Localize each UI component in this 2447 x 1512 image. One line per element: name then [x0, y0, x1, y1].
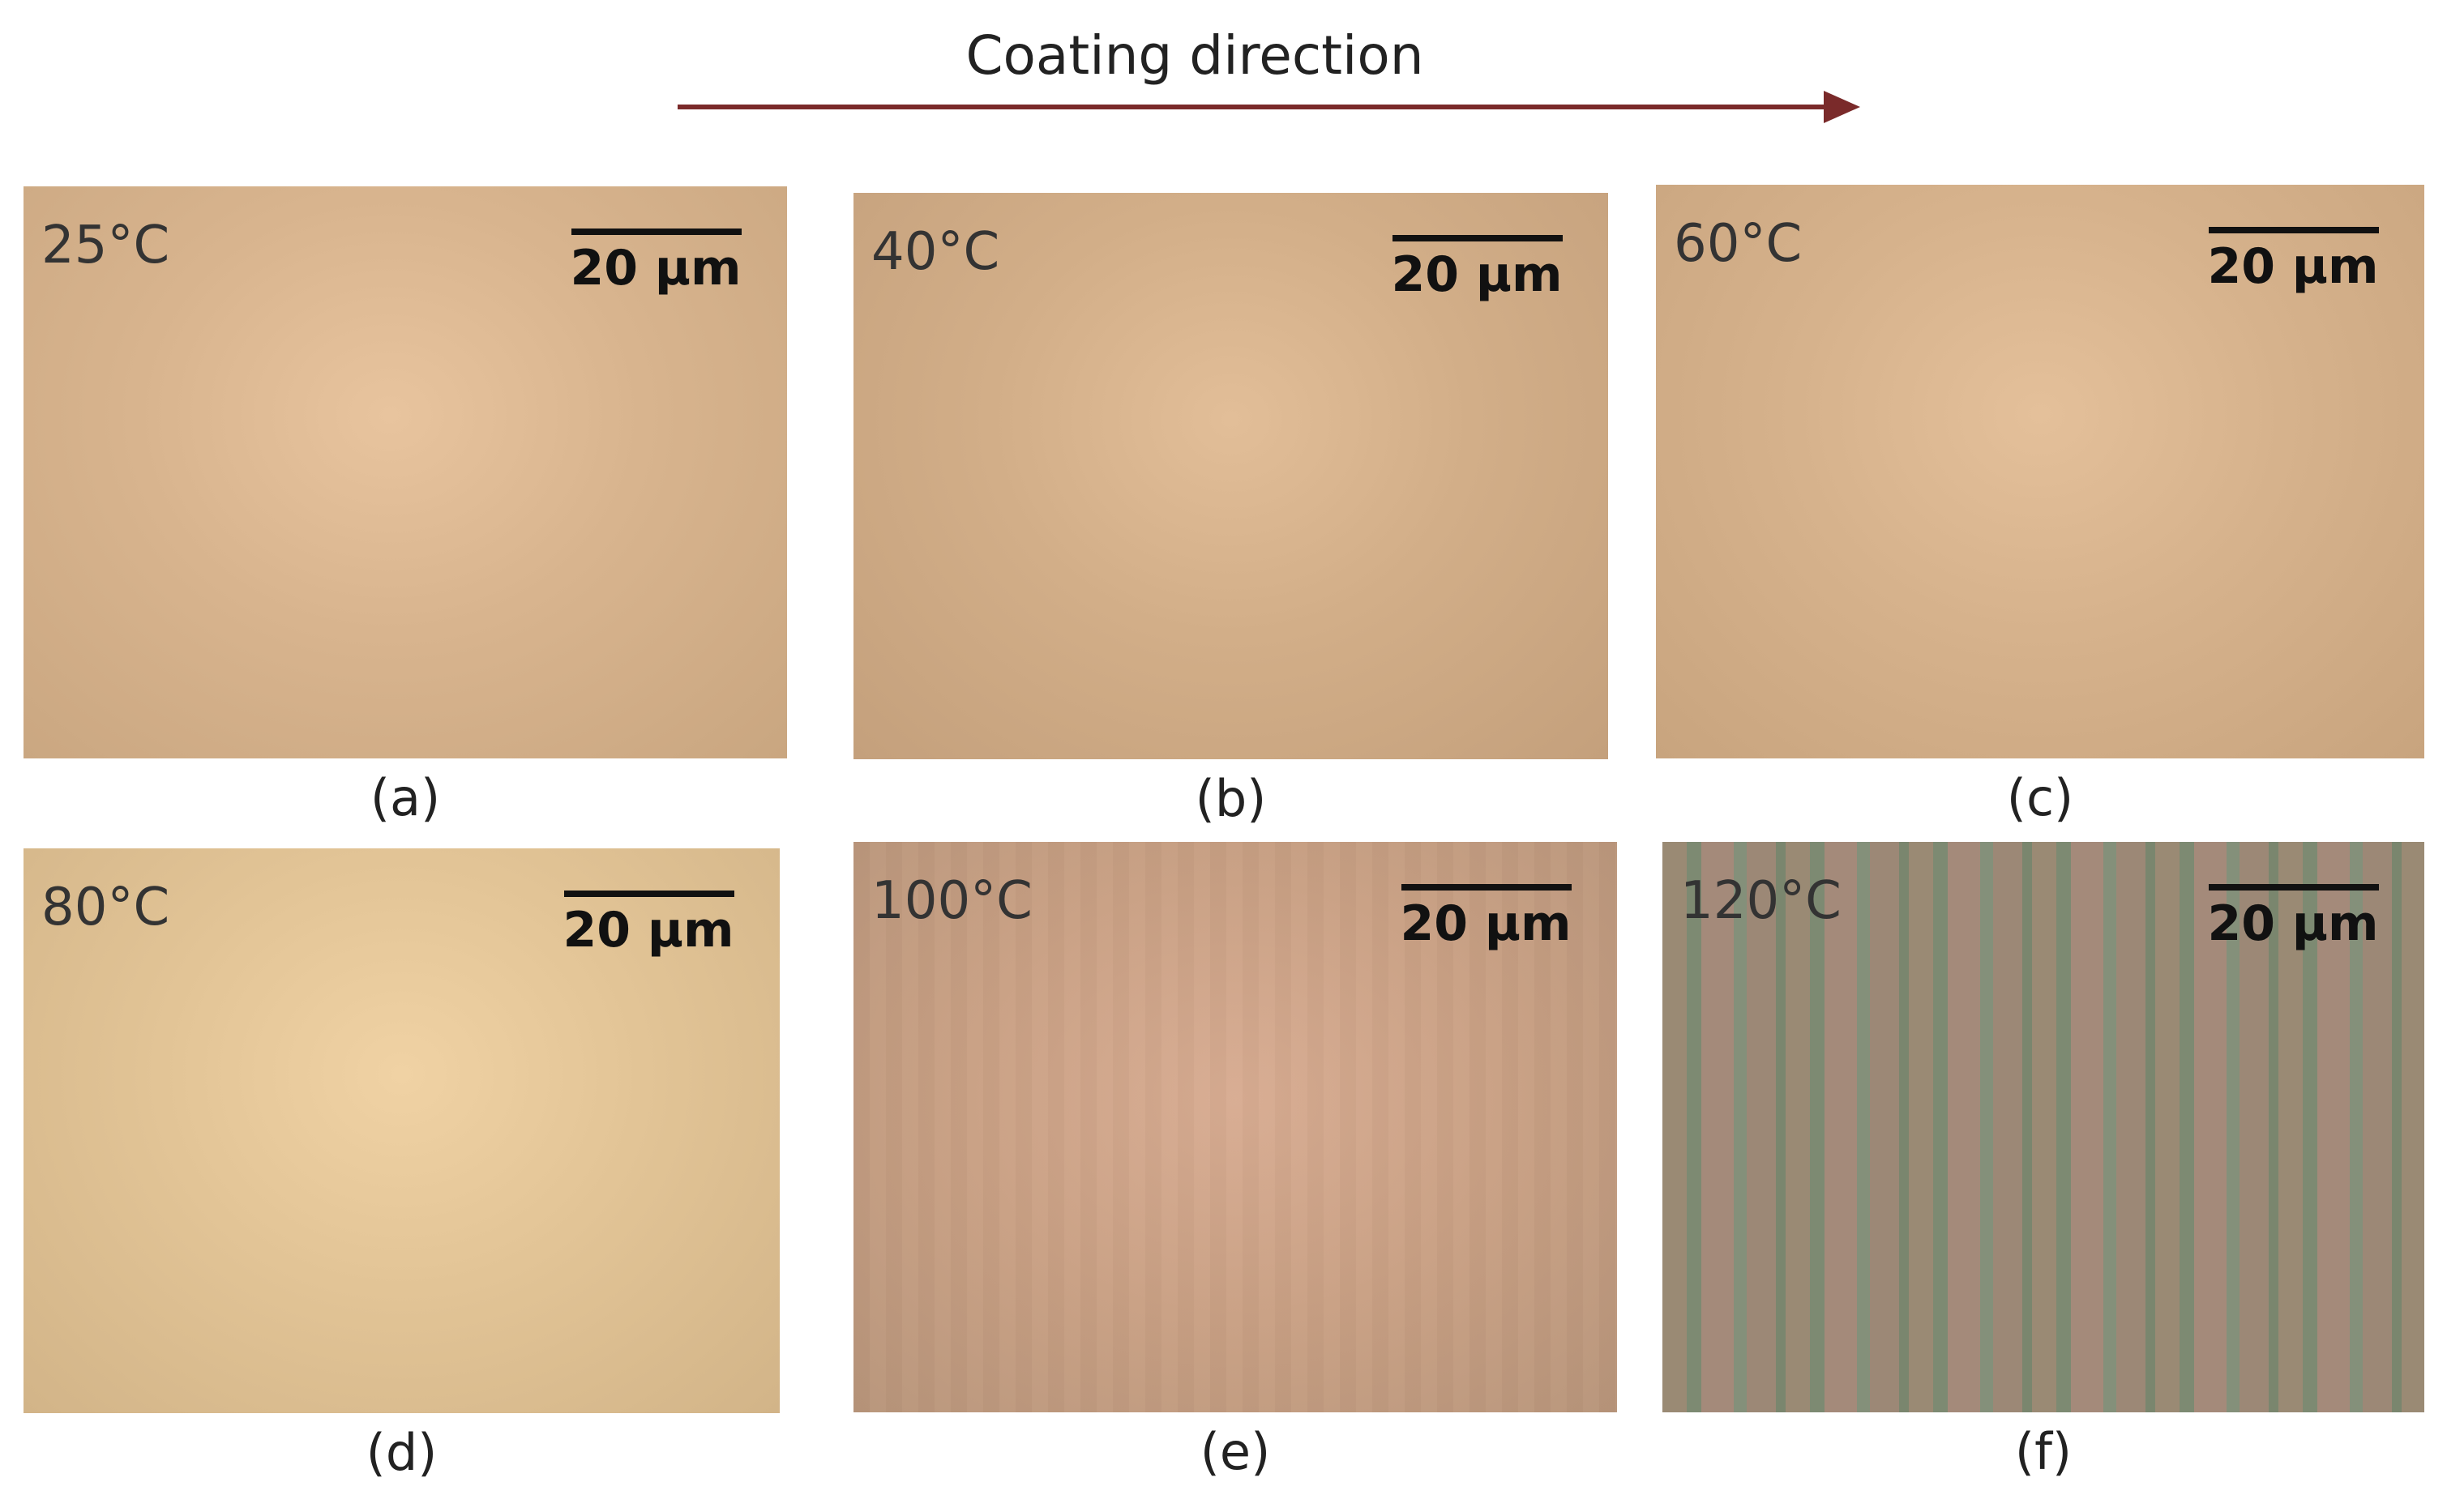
- scale-bar: [1401, 884, 1572, 891]
- micrograph: 80°C 20 µm: [24, 848, 780, 1413]
- scale-bar: [2209, 884, 2379, 891]
- temperature-label: 120°C: [1680, 871, 1842, 931]
- scale-bar: [1392, 235, 1563, 241]
- temperature-label: 40°C: [871, 222, 1000, 282]
- figure-title: Coating direction: [965, 24, 1424, 87]
- temperature-label: 60°C: [1674, 214, 1803, 274]
- scale-bar-label: 20 µm: [570, 240, 742, 297]
- panel-caption: (b): [1195, 769, 1267, 828]
- panel-caption: (e): [1200, 1422, 1271, 1481]
- scale-bar: [564, 891, 734, 897]
- panel-caption: (c): [2006, 768, 2074, 827]
- panel-caption: (d): [366, 1423, 438, 1482]
- scale-bar-label: 20 µm: [2207, 895, 2379, 952]
- scale-bar: [2209, 227, 2379, 233]
- direction-arrow: [678, 91, 1860, 123]
- scale-bar-label: 20 µm: [1400, 895, 1572, 952]
- micrograph: 60°C 20 µm: [1656, 185, 2424, 758]
- panel-caption: (f): [2014, 1422, 2073, 1481]
- scale-bar-label: 20 µm: [563, 902, 734, 959]
- micrograph: 120°C 20 µm: [1662, 842, 2424, 1412]
- scale-bar-label: 20 µm: [2207, 238, 2379, 295]
- micrograph: 25°C 20 µm: [24, 186, 787, 758]
- temperature-label: 80°C: [41, 878, 170, 938]
- temperature-label: 25°C: [41, 216, 170, 275]
- panel-caption: (a): [370, 768, 441, 827]
- micrograph: 100°C 20 µm: [853, 842, 1617, 1412]
- scale-bar: [571, 229, 742, 235]
- temperature-label: 100°C: [871, 871, 1033, 931]
- micrograph: 40°C 20 µm: [853, 193, 1608, 759]
- scale-bar-label: 20 µm: [1391, 246, 1563, 303]
